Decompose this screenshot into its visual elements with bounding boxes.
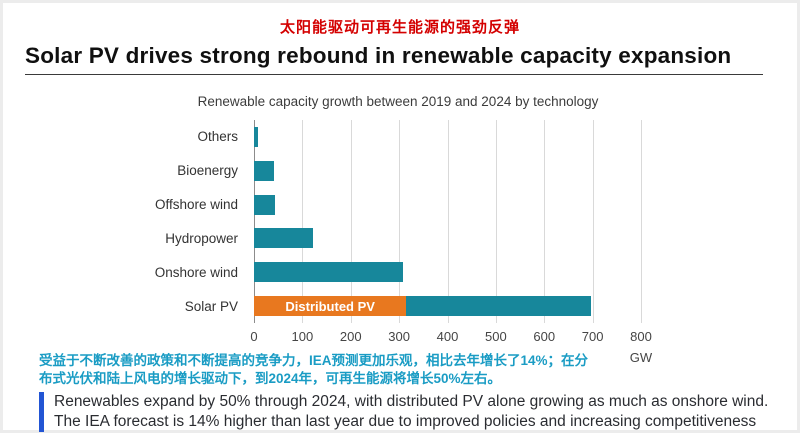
bar-solar-pv: Distributed PV: [254, 296, 592, 317]
english-takeaway: Renewables expand by 50% through 2024, w…: [39, 392, 779, 432]
bar-row-solar-pv: Distributed PV: [254, 289, 641, 323]
gridline-300: [399, 120, 401, 323]
gridline-500: [495, 120, 497, 323]
x-tick-700: 700: [581, 329, 604, 344]
category-label-onshore-wind: Onshore wind: [154, 264, 238, 280]
x-tick-300: 300: [388, 329, 410, 344]
chart-title: Renewable capacity growth between 2019 a…: [197, 94, 599, 109]
x-tick-500: 500: [485, 329, 507, 344]
distributed-pv-label: Distributed PV: [285, 298, 375, 314]
bar-segment-utility-pv: [406, 296, 592, 317]
title-divider: [25, 74, 763, 75]
bar-row-bioenergy: [254, 154, 641, 188]
bar-onshore-wind: [254, 262, 404, 283]
x-tick-400: 400: [436, 329, 459, 344]
bar-row-hydropower: [254, 221, 641, 255]
takeaway-line-2: The IEA forecast is 14% higher than last…: [54, 412, 757, 430]
category-label-offshore-wind: Offshore wind: [154, 197, 238, 213]
x-tick-100: 100: [291, 329, 314, 344]
bar-chart: Distributed PV 0 100 200 300 400 500 600 700 800…: [250, 120, 652, 365]
category-label-bioenergy: Bioenergy: [177, 163, 238, 179]
category-labels: Others Bioenergy Offshore wind Hydropower On…: [3, 120, 246, 323]
chinese-commentary: 受益于不断改善的政策和不断提高的竞争力，IEA预测更加乐观，相比去年增长了14%…: [39, 353, 589, 386]
bar-row-offshore-wind: [254, 188, 641, 222]
x-tick-0: 0: [250, 329, 258, 344]
bar-offshore-wind: [254, 194, 276, 215]
category-label-hydropower: Hydropower: [165, 230, 238, 246]
bar-others: [254, 126, 259, 147]
gridline-700: [592, 120, 594, 323]
y-axis-line: [254, 120, 255, 323]
takeaway-line-1: Renewables expand by 50% through 2024, w…: [54, 393, 769, 410]
page-title: Solar PV drives strong rebound in renewa…: [25, 43, 732, 68]
gridline-100: [302, 120, 304, 323]
x-tick-800: 800: [630, 329, 652, 344]
chinese-headline: 太阳能驱动可再生能源的强劲反弹: [279, 19, 520, 36]
category-label-solar-pv: Solar PV: [184, 298, 238, 314]
bars: Distributed PV: [254, 120, 641, 323]
bar-row-others: [254, 120, 641, 154]
bar-row-onshore-wind: [254, 255, 641, 289]
category-label-others: Others: [197, 129, 238, 145]
x-axis-unit-label: GW: [629, 350, 653, 365]
bar-bioenergy: [254, 160, 274, 181]
gridline-400: [447, 120, 449, 323]
gridline-600: [544, 120, 546, 323]
gridline-200: [350, 120, 352, 323]
x-tick-200: 200: [339, 329, 362, 344]
x-tick-600: 600: [533, 329, 556, 344]
bar-segment-distributed-pv: Distributed PV: [254, 296, 407, 317]
bar-hydropower: [254, 228, 313, 249]
gridline-800: [641, 120, 642, 323]
